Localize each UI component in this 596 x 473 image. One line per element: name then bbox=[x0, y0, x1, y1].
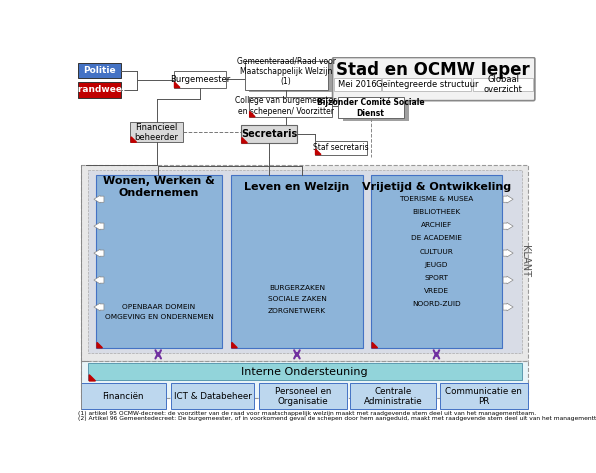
Text: College van burgemeester
en schepenen/ Voorzitter: College van burgemeester en schepenen/ V… bbox=[235, 96, 337, 116]
Text: Bijzonder Comité Sociale
Dienst: Bijzonder Comité Sociale Dienst bbox=[316, 97, 424, 117]
FancyArrow shape bbox=[503, 195, 513, 203]
Bar bbox=[88, 170, 522, 353]
Text: ZORGNETWERK: ZORGNETWERK bbox=[268, 308, 326, 314]
Text: NOORD-ZUID: NOORD-ZUID bbox=[412, 301, 461, 307]
Bar bbox=[241, 124, 297, 143]
Bar bbox=[382, 79, 471, 91]
Text: Geïntegreerde structuur: Geïntegreerde structuur bbox=[376, 80, 479, 89]
Text: Staf secretaris: Staf secretaris bbox=[313, 143, 369, 152]
FancyArrow shape bbox=[94, 276, 104, 284]
Text: Globaal
overzicht: Globaal overzicht bbox=[483, 75, 523, 94]
Text: Secretaris: Secretaris bbox=[241, 129, 297, 139]
Bar bbox=[473, 79, 533, 91]
Text: Leven en Welzijn: Leven en Welzijn bbox=[244, 182, 349, 192]
Text: CULTUUR: CULTUUR bbox=[420, 249, 454, 254]
Text: TOERISME & MUSEA: TOERISME & MUSEA bbox=[399, 196, 474, 202]
Polygon shape bbox=[250, 112, 255, 117]
Text: ICT & Databeheer: ICT & Databeheer bbox=[173, 392, 252, 401]
Text: Personeel en
Organisatie: Personeel en Organisatie bbox=[275, 386, 331, 406]
Text: Vrijetijd & Ontwikkeling: Vrijetijd & Ontwikkeling bbox=[362, 182, 511, 192]
Text: SOCIALE ZAKEN: SOCIALE ZAKEN bbox=[268, 296, 326, 302]
Bar bbox=[315, 140, 368, 155]
Text: DE ACADEMIE: DE ACADEMIE bbox=[411, 236, 462, 242]
Bar bbox=[80, 361, 528, 398]
Bar bbox=[350, 383, 436, 410]
FancyArrow shape bbox=[503, 303, 513, 311]
Bar bbox=[439, 383, 528, 410]
Bar bbox=[259, 383, 346, 410]
Bar bbox=[371, 175, 501, 348]
Bar bbox=[173, 70, 226, 88]
Polygon shape bbox=[315, 149, 321, 155]
Text: Burgemeester: Burgemeester bbox=[170, 75, 230, 84]
Polygon shape bbox=[372, 342, 377, 348]
Text: VREDE: VREDE bbox=[424, 288, 449, 294]
Text: ARCHIEF: ARCHIEF bbox=[421, 222, 452, 228]
FancyArrow shape bbox=[94, 195, 104, 203]
Text: Stad en OCMW Ieper: Stad en OCMW Ieper bbox=[337, 61, 530, 79]
Bar bbox=[88, 363, 522, 380]
Bar bbox=[343, 100, 409, 122]
FancyArrow shape bbox=[94, 222, 104, 230]
Polygon shape bbox=[242, 138, 247, 143]
Polygon shape bbox=[97, 342, 103, 348]
Text: Financieel
beheerder: Financieel beheerder bbox=[135, 123, 179, 142]
Polygon shape bbox=[131, 137, 136, 142]
Polygon shape bbox=[175, 82, 180, 88]
Text: Centrale
Administratie: Centrale Administratie bbox=[364, 386, 423, 406]
Text: Communicatie en
PR: Communicatie en PR bbox=[445, 386, 522, 406]
Text: Interne Ondersteuning: Interne Ondersteuning bbox=[241, 367, 368, 377]
Text: Brandweer: Brandweer bbox=[72, 85, 127, 95]
Text: Financiën: Financiën bbox=[103, 392, 144, 401]
Bar bbox=[334, 79, 381, 91]
Bar bbox=[80, 383, 166, 410]
Bar bbox=[338, 97, 404, 118]
Bar bbox=[249, 97, 332, 117]
Text: KLANT: KLANT bbox=[520, 245, 530, 277]
Bar bbox=[249, 63, 332, 92]
FancyBboxPatch shape bbox=[333, 58, 535, 101]
Text: (1) artikel 95 OCMW-decreet: de voorzitter van de raad voor maatschappelijk welz: (1) artikel 95 OCMW-decreet: de voorzitt… bbox=[79, 411, 536, 416]
Bar bbox=[79, 82, 121, 97]
Bar bbox=[131, 122, 183, 142]
FancyArrow shape bbox=[503, 249, 513, 257]
FancyArrow shape bbox=[94, 249, 104, 257]
Polygon shape bbox=[232, 342, 237, 348]
Bar bbox=[245, 61, 328, 90]
Text: BIBLIOTHEEK: BIBLIOTHEEK bbox=[412, 209, 461, 215]
Text: Mei 2016: Mei 2016 bbox=[338, 80, 377, 89]
FancyArrow shape bbox=[94, 303, 104, 311]
Text: SPORT: SPORT bbox=[424, 275, 448, 281]
Text: JEUGD: JEUGD bbox=[425, 262, 448, 268]
Text: BURGERZAKEN: BURGERZAKEN bbox=[269, 285, 325, 291]
FancyArrow shape bbox=[503, 222, 513, 230]
Text: Wonen, Werken &
Ondernemen: Wonen, Werken & Ondernemen bbox=[103, 176, 215, 198]
Bar bbox=[231, 175, 363, 348]
Text: Gemeenteraad/Raad voor
Maatschappelijk Welzijn
(1): Gemeenteraad/Raad voor Maatschappelijk W… bbox=[237, 56, 336, 86]
FancyArrow shape bbox=[503, 276, 513, 284]
Polygon shape bbox=[89, 375, 95, 381]
Bar bbox=[79, 63, 121, 79]
Text: (2) Artikel 96 Gemeentedecreet: De burgemeester, of in voorkomend geval de schep: (2) Artikel 96 Gemeentedecreet: De burge… bbox=[79, 416, 596, 421]
Bar bbox=[170, 383, 254, 410]
Text: OMGEVING EN ONDERNEMEN: OMGEVING EN ONDERNEMEN bbox=[105, 314, 213, 320]
Text: OPENBAAR DOMEIN: OPENBAAR DOMEIN bbox=[122, 304, 195, 310]
Bar bbox=[80, 165, 528, 361]
Bar bbox=[96, 175, 222, 348]
Text: Politie: Politie bbox=[83, 66, 116, 75]
